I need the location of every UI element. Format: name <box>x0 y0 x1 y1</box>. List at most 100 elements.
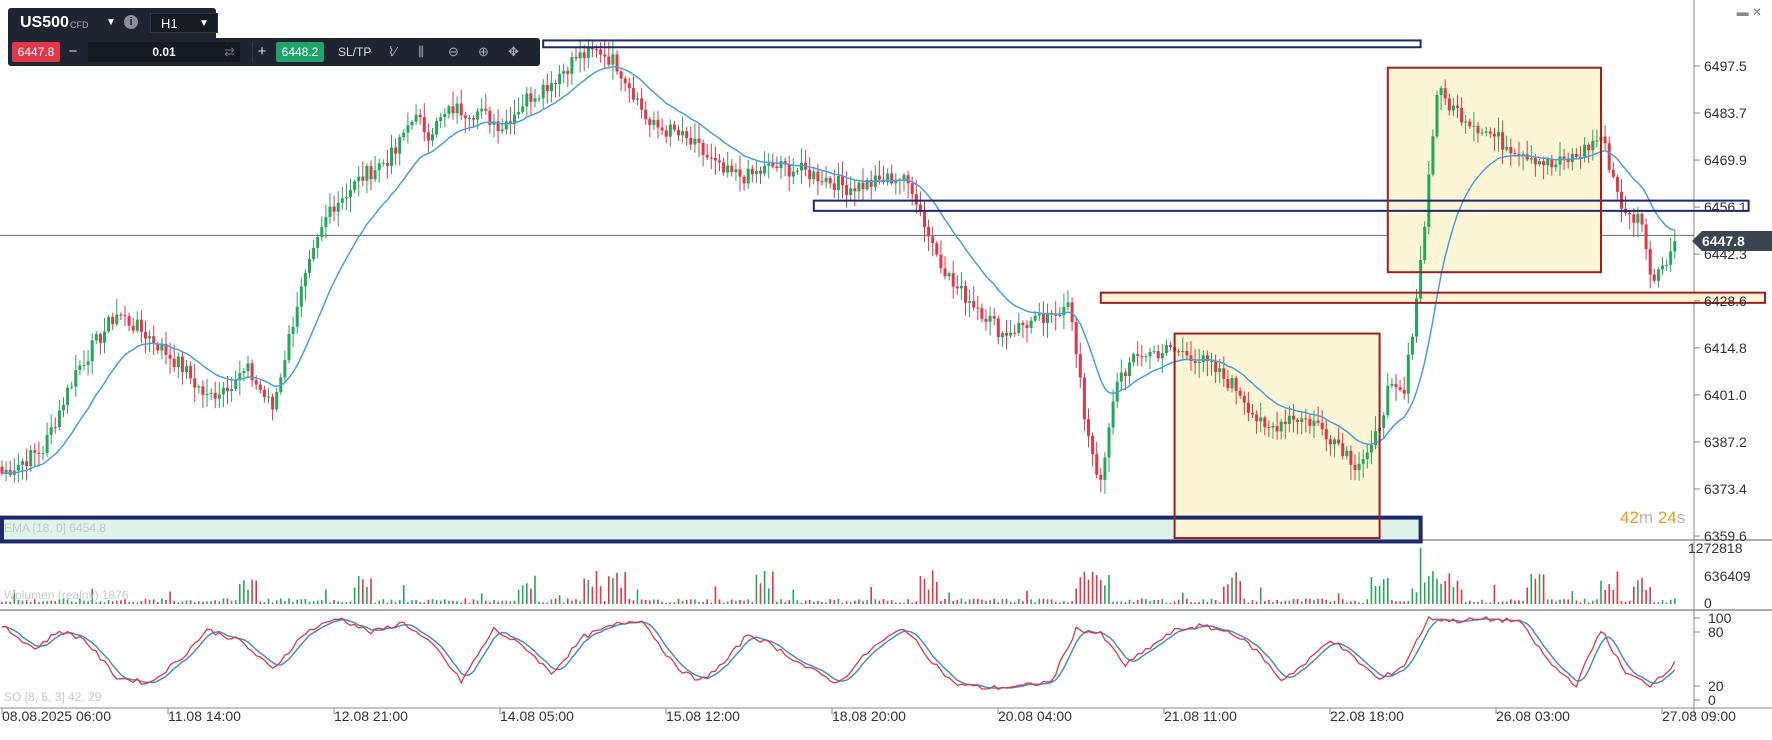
line-chart-icon[interactable]: ⌇⁄ <box>388 44 397 59</box>
candle-body <box>287 333 291 361</box>
candle-body <box>1505 146 1509 150</box>
volume-bar <box>210 601 212 604</box>
candle-body <box>1234 378 1238 391</box>
candle-body <box>193 378 197 388</box>
zoom-in-icon[interactable]: ⊕ <box>478 44 489 59</box>
volume-bar <box>132 602 134 604</box>
candle-body <box>402 132 406 138</box>
volume-input[interactable]: 0.01 <box>88 42 240 62</box>
volume-bar <box>218 601 221 604</box>
volume-bar <box>579 601 581 604</box>
zone-fill <box>2 517 1421 542</box>
candle-body <box>365 166 369 181</box>
candle-body <box>213 392 217 399</box>
volume-bar <box>1063 601 1065 604</box>
y-tick-label: 6456.1 <box>1704 199 1747 215</box>
candle-body <box>262 389 266 398</box>
volume-bar <box>1042 598 1045 604</box>
volume-bar <box>1661 600 1664 604</box>
candle-body <box>1644 224 1648 250</box>
ema-legend[interactable]: EMA [18, 0] 6454.8 <box>4 521 107 535</box>
stoch-tick-label: 0 <box>1708 692 1716 708</box>
timeframe-select[interactable]: H1 ▼ <box>150 13 218 33</box>
candle-body <box>443 113 447 118</box>
volume-bar <box>690 599 692 604</box>
volume-bar <box>1325 599 1328 604</box>
volume-increase-button[interactable]: + <box>252 42 271 62</box>
candle-body <box>668 124 672 137</box>
volume-bar <box>1165 602 1168 604</box>
candle-body <box>1333 439 1336 445</box>
candle-body <box>1603 136 1607 144</box>
candle-body <box>1509 146 1513 154</box>
candle-body <box>853 188 857 192</box>
volume-bar <box>1497 602 1500 604</box>
candle-body <box>275 391 279 410</box>
volume-bar <box>1612 589 1615 604</box>
crosshair-icon[interactable]: ✥ <box>508 44 519 59</box>
stochastic-k-line <box>1 615 1676 691</box>
candle-body <box>1632 214 1636 223</box>
candle-body <box>1341 443 1345 457</box>
volume-legend[interactable]: Wolumen (realny) 1876 <box>4 588 129 602</box>
volume-bar <box>345 602 348 604</box>
stoch-tick-label: 20 <box>1708 678 1724 694</box>
volume-bar <box>9 602 11 604</box>
chevron-down-icon: ▼ <box>199 18 209 29</box>
close-icon[interactable]: ✕ <box>1751 5 1762 19</box>
candle-body <box>1484 131 1488 133</box>
symbol-dropdown-icon[interactable]: ▼ <box>106 17 116 28</box>
candle-body <box>517 112 521 115</box>
volume-decrease-button[interactable]: − <box>68 43 78 60</box>
sell-button[interactable]: 6447.8 <box>12 42 60 62</box>
candles-icon[interactable]: ⫼ <box>418 44 424 59</box>
volume-bar <box>706 599 708 604</box>
candle-body <box>660 127 664 131</box>
candle-body <box>976 307 980 309</box>
volume-bar <box>1370 576 1373 604</box>
volume-bar <box>271 602 274 604</box>
candle-body <box>980 308 984 319</box>
volume-bar <box>1546 599 1549 604</box>
volume-bar <box>870 587 872 604</box>
candle-body <box>1046 312 1049 324</box>
candle-body <box>226 387 229 392</box>
stochastic-legend[interactable]: SO [8, 5, 3] 42, 29 <box>4 690 102 704</box>
volume-bar <box>456 601 458 604</box>
candle-body <box>767 163 771 166</box>
candle-body <box>1201 355 1205 362</box>
volume-bar <box>140 600 143 604</box>
volume-bar <box>1436 578 1438 604</box>
volume-bar <box>780 599 782 604</box>
sltp-button[interactable]: SL/TP <box>338 45 372 59</box>
repeat-icon[interactable]: ⇄ <box>224 44 235 59</box>
candle-body <box>1402 389 1406 394</box>
symbol-label[interactable]: US500 <box>20 14 69 31</box>
volume-bar <box>1284 600 1287 604</box>
info-icon[interactable]: i <box>124 15 138 29</box>
buy-button[interactable]: 6448.2 <box>276 42 324 62</box>
candle-body <box>1005 332 1008 336</box>
candle-body <box>1267 427 1271 429</box>
volume-bar <box>640 599 643 604</box>
candle-body <box>258 384 262 390</box>
volume-bar <box>1387 578 1389 604</box>
candle-body <box>115 314 119 325</box>
volume-bar <box>624 572 626 604</box>
candle-body <box>1374 431 1377 445</box>
candle-body <box>1476 125 1480 134</box>
volume-bar <box>1538 574 1541 604</box>
zone-outlines[interactable] <box>0 39 1767 544</box>
candle-body <box>1591 140 1595 151</box>
candle-body <box>1308 418 1312 426</box>
zoom-out-icon[interactable]: ⊖ <box>448 44 459 59</box>
candle-body <box>533 98 537 102</box>
volume-bar <box>38 602 40 604</box>
candle-body <box>180 356 184 373</box>
volume-bar <box>485 600 487 604</box>
candle-body <box>426 132 430 141</box>
candle-body <box>480 108 484 112</box>
minimize-icon[interactable]: ▬ <box>1736 5 1749 19</box>
volume-bar <box>1198 601 1200 604</box>
